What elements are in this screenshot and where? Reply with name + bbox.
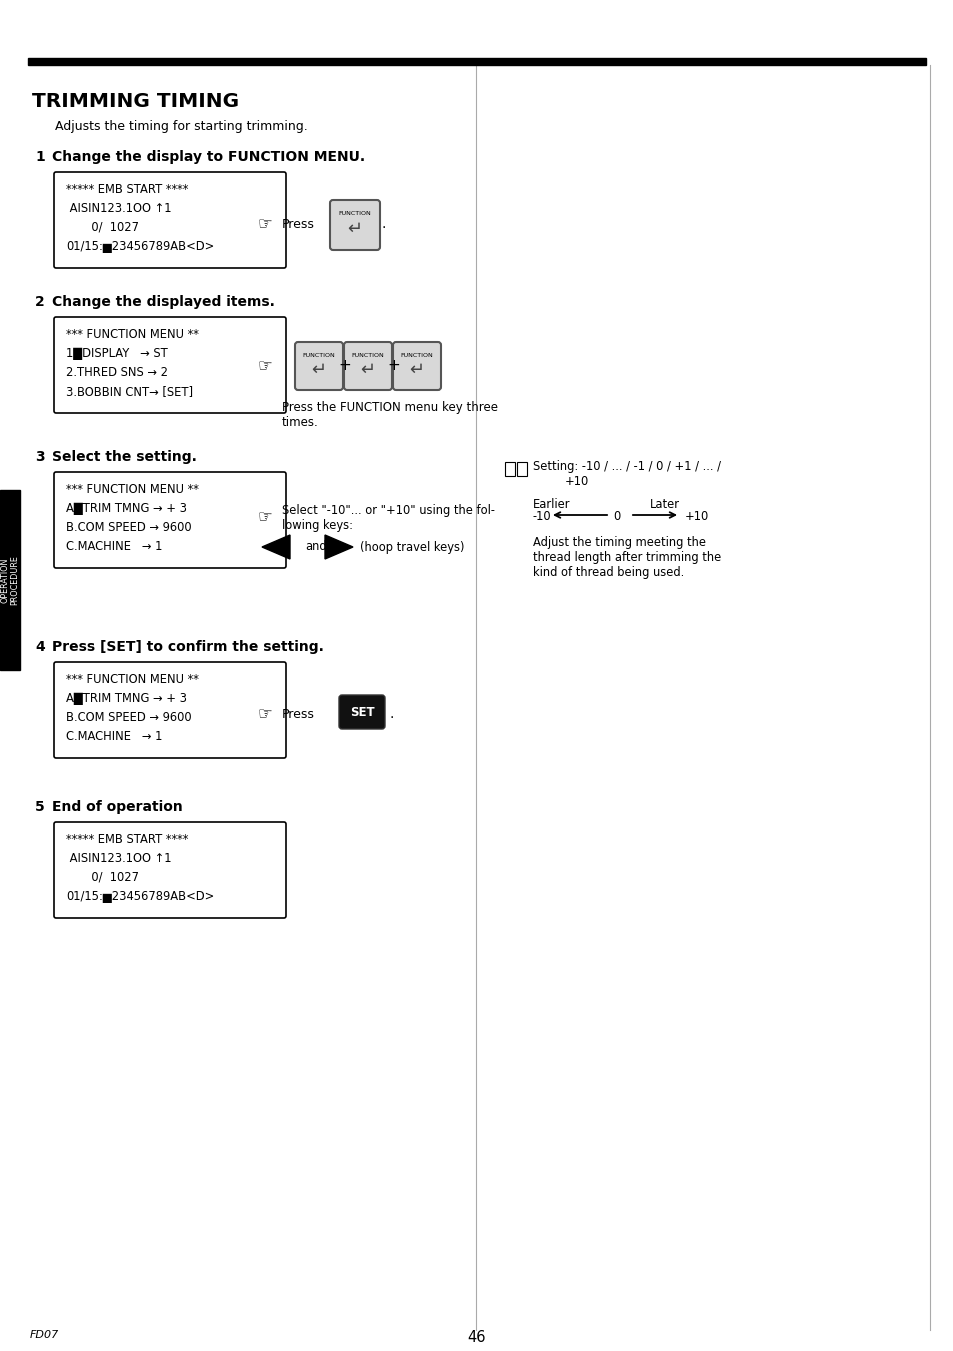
Text: SET: SET: [350, 705, 374, 719]
Text: Later: Later: [649, 499, 679, 511]
Text: 01/15:▆23456789AB<D>: 01/15:▆23456789AB<D>: [66, 890, 214, 902]
Text: Adjust the timing meeting the: Adjust the timing meeting the: [533, 536, 705, 549]
Bar: [517, 462, 526, 476]
Text: B.COM SPEED → 9600: B.COM SPEED → 9600: [66, 521, 192, 534]
Polygon shape: [325, 535, 353, 559]
FancyBboxPatch shape: [54, 172, 286, 267]
Text: FUNCTION: FUNCTION: [338, 211, 371, 216]
FancyBboxPatch shape: [54, 662, 286, 758]
Text: 2: 2: [35, 295, 45, 309]
Text: 2.THRED SNS → 2: 2.THRED SNS → 2: [66, 366, 168, 380]
Text: Press: Press: [282, 708, 314, 720]
FancyBboxPatch shape: [54, 471, 286, 567]
Text: times.: times.: [282, 416, 318, 430]
Text: 1█DISPLAY   → ST: 1█DISPLAY → ST: [66, 347, 168, 359]
Text: *** FUNCTION MENU **: *** FUNCTION MENU **: [66, 328, 198, 340]
Text: .: .: [390, 707, 394, 721]
Text: ☞: ☞: [257, 357, 273, 376]
FancyBboxPatch shape: [338, 694, 385, 730]
Text: 0: 0: [613, 509, 620, 523]
Text: AISIN123.1OO ↑1: AISIN123.1OO ↑1: [66, 852, 172, 865]
Text: (hoop travel keys): (hoop travel keys): [359, 540, 464, 554]
FancyBboxPatch shape: [344, 342, 392, 390]
Text: *** FUNCTION MENU **: *** FUNCTION MENU **: [66, 484, 198, 496]
Text: +10: +10: [684, 509, 708, 523]
Text: FUNCTION: FUNCTION: [352, 353, 384, 358]
Text: and: and: [305, 540, 326, 554]
Bar: [28, 58, 925, 65]
Text: ↵: ↵: [409, 361, 424, 380]
Text: ***** EMB START ****: ***** EMB START ****: [66, 182, 188, 196]
Text: A█TRIM TMNG → + 3: A█TRIM TMNG → + 3: [66, 503, 187, 515]
Text: lowing keys:: lowing keys:: [282, 519, 353, 532]
FancyBboxPatch shape: [393, 342, 440, 390]
FancyBboxPatch shape: [54, 821, 286, 917]
Text: 4: 4: [35, 640, 45, 654]
Text: +: +: [338, 358, 351, 373]
Text: 3.BOBBIN CNT→ [SET]: 3.BOBBIN CNT→ [SET]: [66, 385, 193, 399]
Text: kind of thread being used.: kind of thread being used.: [533, 566, 683, 580]
Text: Press: Press: [282, 218, 314, 231]
Text: 1: 1: [35, 150, 45, 163]
Text: Press [SET] to confirm the setting.: Press [SET] to confirm the setting.: [52, 640, 323, 654]
Text: B.COM SPEED → 9600: B.COM SPEED → 9600: [66, 711, 192, 724]
Text: ↵: ↵: [347, 220, 362, 238]
Text: C.MACHINE   → 1: C.MACHINE → 1: [66, 730, 162, 743]
Text: Select the setting.: Select the setting.: [52, 450, 196, 463]
Text: ↵: ↵: [311, 361, 326, 380]
Text: .: .: [381, 218, 386, 231]
Text: thread length after trimming the: thread length after trimming the: [533, 551, 720, 563]
Text: AISIN123.1OO ↑1: AISIN123.1OO ↑1: [66, 203, 172, 215]
Text: 0/  1027: 0/ 1027: [66, 222, 139, 234]
Text: A█TRIM TMNG → + 3: A█TRIM TMNG → + 3: [66, 692, 187, 705]
Text: ☞: ☞: [257, 705, 273, 723]
FancyBboxPatch shape: [294, 342, 343, 390]
Text: +: +: [387, 358, 400, 373]
Text: End of operation: End of operation: [52, 800, 183, 815]
Text: FUNCTION: FUNCTION: [400, 353, 433, 358]
Text: ***** EMB START ****: ***** EMB START ****: [66, 834, 188, 846]
Text: *** FUNCTION MENU **: *** FUNCTION MENU **: [66, 673, 198, 686]
Text: C.MACHINE   → 1: C.MACHINE → 1: [66, 540, 162, 553]
Text: ☞: ☞: [257, 215, 273, 232]
Text: 5: 5: [35, 800, 45, 815]
Polygon shape: [262, 535, 290, 559]
Text: FD07: FD07: [30, 1329, 59, 1340]
Text: 46: 46: [467, 1329, 486, 1346]
Text: Change the displayed items.: Change the displayed items.: [52, 295, 274, 309]
Bar: [504, 462, 515, 476]
Text: 3: 3: [35, 450, 45, 463]
Text: 01/15:▆23456789AB<D>: 01/15:▆23456789AB<D>: [66, 240, 214, 253]
Text: Change the display to FUNCTION MENU.: Change the display to FUNCTION MENU.: [52, 150, 365, 163]
Text: OPERATION
PROCEDURE: OPERATION PROCEDURE: [0, 555, 20, 605]
Text: -10: -10: [533, 509, 551, 523]
Text: TRIMMING TIMING: TRIMMING TIMING: [32, 92, 239, 111]
Text: Adjusts the timing for starting trimming.: Adjusts the timing for starting trimming…: [55, 120, 308, 132]
Text: Select "-10"... or "+10" using the fol-: Select "-10"... or "+10" using the fol-: [282, 504, 495, 517]
Text: +10: +10: [564, 476, 589, 488]
Text: 0/  1027: 0/ 1027: [66, 871, 139, 884]
Text: Earlier: Earlier: [533, 499, 570, 511]
Text: FUNCTION: FUNCTION: [302, 353, 335, 358]
Bar: [0, 490, 20, 670]
Text: ☞: ☞: [257, 508, 273, 526]
Text: Press the FUNCTION menu key three: Press the FUNCTION menu key three: [282, 401, 497, 413]
Text: Setting: -10 / ... / -1 / 0 / +1 / ... /: Setting: -10 / ... / -1 / 0 / +1 / ... /: [533, 459, 720, 473]
FancyBboxPatch shape: [54, 317, 286, 413]
Text: ↵: ↵: [360, 361, 375, 380]
FancyBboxPatch shape: [330, 200, 379, 250]
